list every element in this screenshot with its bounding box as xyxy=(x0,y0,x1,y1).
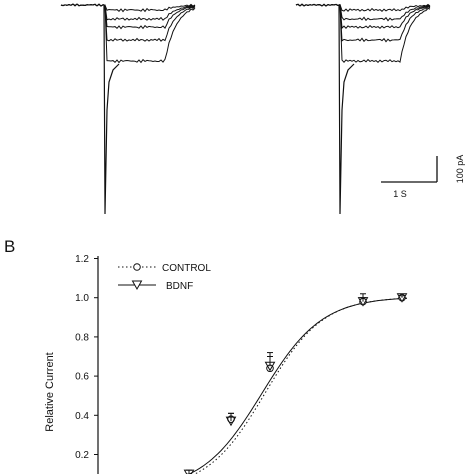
scale-current-label: 100 pA xyxy=(455,155,465,184)
point-bdnf xyxy=(357,297,369,307)
y-tick-label: 0.8 xyxy=(75,332,89,343)
y-ticks: 0.2 0.4 0.6 0.8 1.0 1.2 xyxy=(75,254,98,461)
legend-bdnf-label: BDNF xyxy=(166,281,193,292)
current-trace xyxy=(295,3,431,30)
fit-curve-bdnf xyxy=(188,297,408,474)
y-axis-title: Relative Current xyxy=(44,352,56,431)
legend-control-label: CONTROL xyxy=(162,263,211,274)
current-trace xyxy=(60,3,196,21)
scale-bar xyxy=(381,156,438,183)
current-trace-spike xyxy=(338,4,355,215)
point-bdnf xyxy=(225,416,237,427)
scale-time-label: 1 S xyxy=(393,189,407,199)
current-trace xyxy=(60,3,196,30)
point-bdnf xyxy=(396,293,408,303)
fit-curves xyxy=(188,297,408,474)
legend-control-marker xyxy=(133,263,141,271)
y-tick-label: 0.4 xyxy=(75,411,89,422)
y-tick-label: 1.0 xyxy=(75,293,89,304)
current-trace xyxy=(295,3,431,63)
data-points xyxy=(183,293,408,474)
y-tick-label: 1.2 xyxy=(75,254,89,265)
y-tick-label: 0.6 xyxy=(75,372,89,383)
point-bdnf xyxy=(183,469,195,474)
panel-b-label: B xyxy=(4,237,15,256)
fit-curve-control xyxy=(193,297,408,474)
current-traces xyxy=(60,3,431,215)
y-tick-label: 0.2 xyxy=(75,450,89,461)
point-bdnf xyxy=(264,361,276,372)
current-trace-spike xyxy=(103,4,120,215)
relative-current-chart: Relative Current 0.2 0.4 0.6 0.8 1.0 1.2 CONT… xyxy=(44,254,408,474)
legend: CONTROL BDNF xyxy=(118,263,211,292)
current-trace xyxy=(60,3,196,64)
legend-bdnf-marker xyxy=(131,280,143,291)
